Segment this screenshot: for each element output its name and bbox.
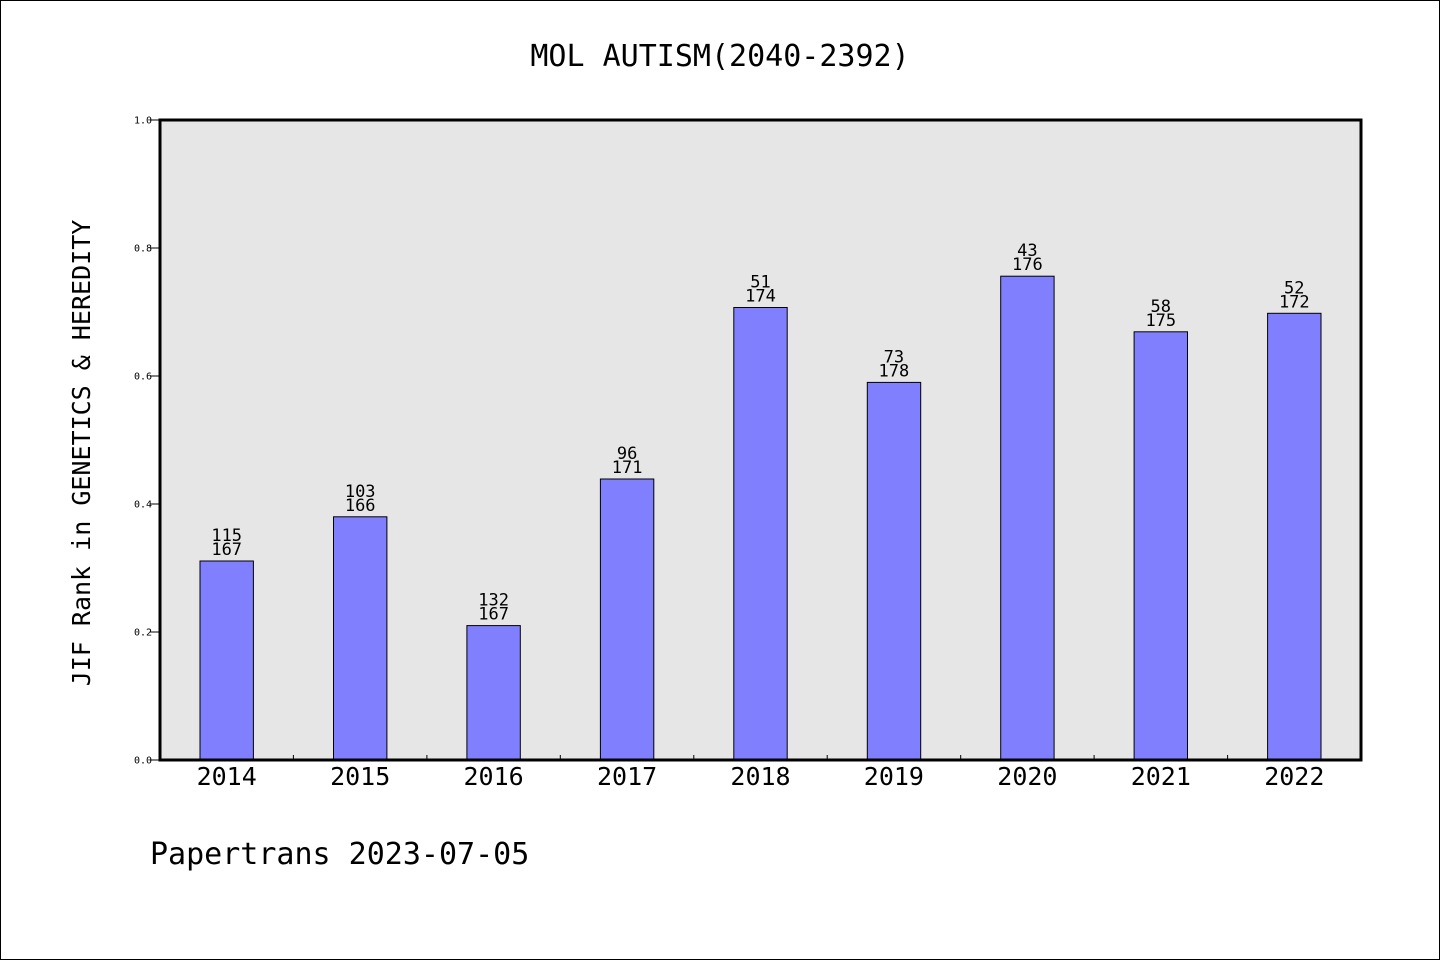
chart-title: MOL AUTISM(2040-2392) bbox=[530, 39, 909, 74]
bar-total-label: 178 bbox=[879, 361, 910, 381]
bar-total-label: 172 bbox=[1279, 292, 1310, 312]
bar-rank-label: 103 bbox=[345, 482, 376, 502]
bar-2017 bbox=[599, 478, 655, 761]
bar-total-label: 167 bbox=[211, 540, 242, 560]
x-tick-label: 2014 bbox=[197, 762, 257, 791]
bar-2020 bbox=[1000, 275, 1055, 761]
footer-credit: Papertrans 2023-07-05 bbox=[150, 837, 529, 872]
bar-total-label: 166 bbox=[345, 496, 376, 516]
y-tick-label: 0.0 bbox=[134, 756, 152, 767]
bar-rank-label: 58 bbox=[1151, 297, 1171, 317]
bar-rank-label: 52 bbox=[1284, 278, 1304, 298]
x-tick-label: 2021 bbox=[1131, 762, 1191, 791]
y-tick-label: 0.4 bbox=[134, 500, 152, 511]
x-tick-label: 2022 bbox=[1264, 762, 1324, 791]
bar-rank-label: 132 bbox=[478, 591, 509, 611]
bar-rank-label: 51 bbox=[750, 273, 770, 293]
bar-total-label: 175 bbox=[1145, 311, 1176, 331]
x-tick-label: 2019 bbox=[864, 762, 924, 791]
y-tick-label: 0.6 bbox=[134, 372, 152, 383]
bars-layer bbox=[199, 275, 1322, 761]
bar-rank-label: 43 bbox=[1017, 241, 1037, 261]
x-tick-label: 2018 bbox=[730, 762, 790, 791]
bar-2022 bbox=[1267, 312, 1322, 761]
bar-rank-label: 115 bbox=[211, 526, 242, 546]
x-axis: 2014 2015 2016 2017 2018 2019 2020 2021 2022 bbox=[197, 755, 1324, 791]
y-axis-label: JIF Rank in GENETICS & HEREDITY bbox=[67, 220, 96, 687]
y-axis: 0.0 0.2 0.4 0.6 0.8 1.0 bbox=[134, 116, 160, 767]
bar-2019 bbox=[866, 381, 922, 761]
bar-2018 bbox=[733, 307, 788, 761]
bar-rank-label: 96 bbox=[617, 444, 637, 464]
bar-total-label: 167 bbox=[478, 605, 509, 625]
bar-labels-layer: 1151671031661321679617151174731784317658… bbox=[211, 241, 1309, 624]
bar-2015 bbox=[333, 516, 388, 761]
x-tick-label: 2015 bbox=[330, 762, 390, 791]
bar-total-label: 171 bbox=[612, 458, 643, 478]
plot-border bbox=[158, 118, 1363, 762]
x-tick-label: 2017 bbox=[597, 762, 657, 791]
x-tick-label: 2020 bbox=[997, 762, 1057, 791]
bar-total-label: 176 bbox=[1012, 255, 1043, 275]
bar-2021 bbox=[1133, 331, 1188, 761]
y-tick-label: 0.2 bbox=[134, 628, 152, 639]
bar-2014 bbox=[199, 560, 254, 761]
bar-total-label: 174 bbox=[745, 287, 776, 307]
bar-2016 bbox=[466, 625, 521, 761]
bar-rank-label: 73 bbox=[884, 347, 904, 367]
x-tick-label: 2016 bbox=[463, 762, 523, 791]
y-tick-label: 1.0 bbox=[134, 116, 152, 127]
y-tick-label: 0.8 bbox=[134, 244, 152, 255]
